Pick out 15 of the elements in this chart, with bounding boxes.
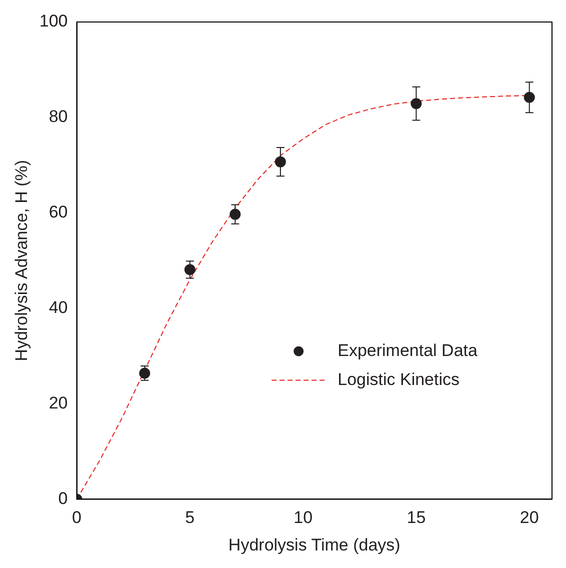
y-axis-title: Hydrolysis Advance, H (%) (12, 160, 31, 362)
x-axis-title: Hydrolysis Time (days) (228, 535, 400, 554)
y-tick-label: 40 (48, 298, 68, 318)
x-tick-label: 0 (72, 508, 82, 528)
x-tick-label: 10 (294, 508, 313, 528)
y-tick-label: 20 (48, 393, 68, 412)
legend-label: Experimental Data (338, 340, 478, 360)
x-tick-label: 15 (406, 508, 426, 528)
x-tick-label: 20 (520, 508, 539, 528)
y-tick-label: 0 (58, 488, 68, 508)
x-tick-label: 5 (185, 508, 195, 528)
legend-label: Logistic Kinetics (338, 370, 460, 389)
y-tick-label: 80 (48, 107, 68, 126)
y-tick-label: 100 (39, 12, 68, 31)
y-tick-label: 60 (48, 202, 68, 222)
